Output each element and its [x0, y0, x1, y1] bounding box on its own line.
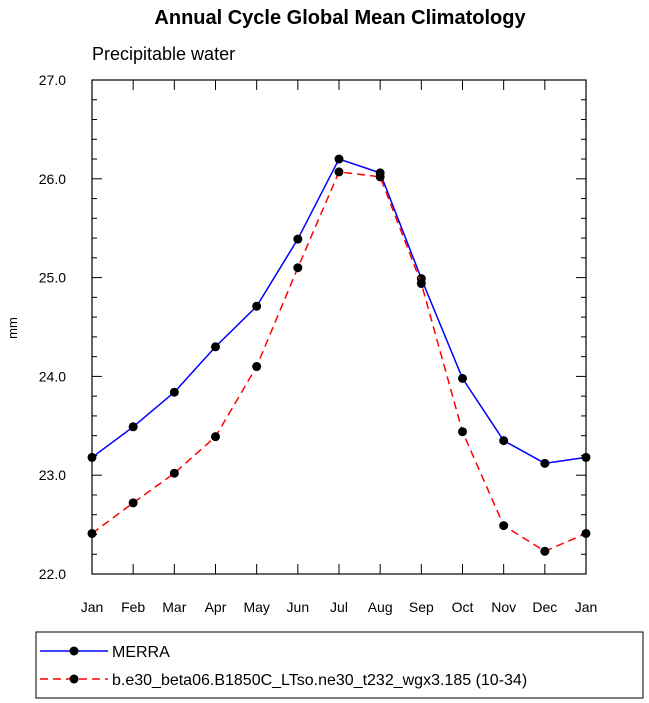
series-0-point: [293, 234, 303, 244]
series-0-point: [334, 154, 344, 164]
x-tick-label: Nov: [491, 599, 516, 615]
legend-marker-1: [69, 674, 79, 684]
x-tick-label: Jan: [81, 599, 104, 615]
series-0-point: [458, 373, 467, 383]
series-1-point: [499, 521, 509, 531]
series-1-point: [458, 427, 467, 437]
series-1-point: [334, 167, 344, 177]
series-1-point: [540, 546, 550, 556]
chart-title: Annual Cycle Global Mean Climatology: [154, 7, 526, 29]
x-tick-label: Oct: [452, 599, 474, 615]
y-tick-label: 22.0: [39, 566, 66, 582]
series-1-point: [169, 468, 179, 478]
x-tick-label: Apr: [205, 599, 227, 615]
x-tick-label: Dec: [532, 599, 557, 615]
x-tick-label: May: [243, 599, 269, 615]
series-line-1: [91, 171, 587, 553]
series-line-0: [91, 158, 587, 465]
series-1-point: [128, 498, 138, 508]
y-tick-label: 25.0: [39, 270, 66, 286]
axis-ticks: Jan Feb Mar Apr May Jun Jul Aug Sep Oct Nov Dec Jan 2…: [39, 72, 598, 615]
series-0-point: [128, 422, 138, 432]
legend-marker-0: [69, 646, 79, 656]
series-1-point: [375, 172, 385, 182]
x-tick-label: Aug: [368, 599, 393, 615]
y-axis-label: mm: [5, 317, 20, 339]
y-tick-label: 27.0: [39, 72, 66, 88]
chart-subtitle: Precipitable water: [92, 44, 235, 64]
y-tick-label: 23.0: [39, 467, 66, 483]
series-1-point: [211, 432, 220, 442]
plot-frame: [91, 79, 587, 575]
y-tick-label: 24.0: [39, 368, 66, 384]
series-0-point: [211, 342, 220, 352]
x-tick-label: Jun: [287, 599, 310, 615]
series-0-point: [499, 436, 509, 446]
x-tick-label: Jul: [330, 599, 348, 615]
x-tick-label: Mar: [162, 599, 186, 615]
x-tick-label: Feb: [121, 599, 145, 615]
series-1-point: [416, 279, 426, 289]
series-layer: [87, 154, 591, 556]
x-tick-label: Jan: [575, 599, 598, 615]
legend-label-0: MERRA: [112, 644, 170, 661]
series-0-point: [169, 387, 179, 397]
legend: MERRA b.e30_beta06.B1850C_LTso.ne30_t232_…: [40, 644, 527, 689]
x-tick-label: Sep: [409, 599, 434, 615]
y-tick-label: 26.0: [39, 171, 66, 187]
series-1-point: [252, 362, 262, 372]
legend-box: [35, 631, 644, 699]
series-0-point: [252, 301, 262, 311]
legend-label-1: b.e30_beta06.B1850C_LTso.ne30_t232_wgx3.…: [112, 672, 527, 689]
series-1-point: [293, 263, 303, 273]
series-0-point: [540, 458, 550, 468]
